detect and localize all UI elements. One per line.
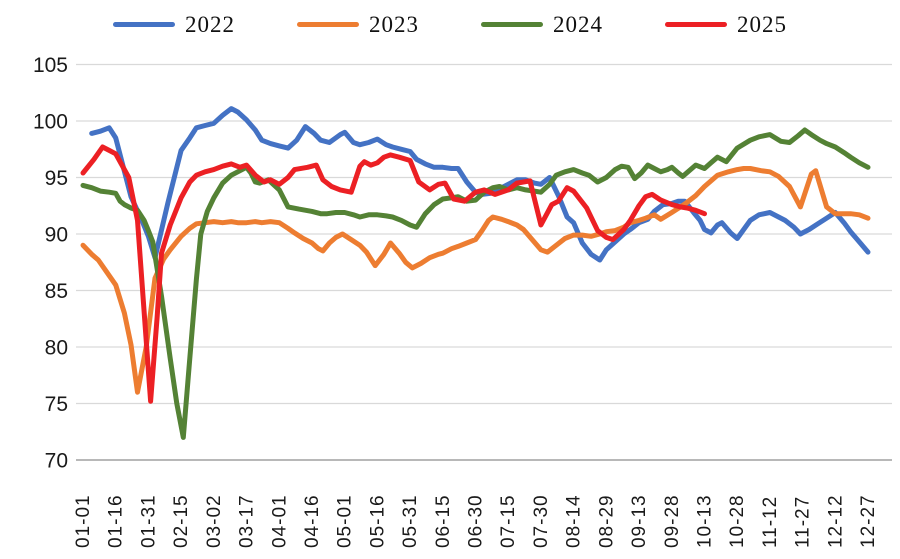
x-axis-tick-label: 04-01 bbox=[269, 494, 290, 548]
x-axis-tick-label: 10-28 bbox=[727, 494, 748, 548]
series-line-2022 bbox=[89, 106, 871, 263]
legend-item-2024: 2024 bbox=[481, 13, 603, 36]
x-axis-tick-label: 06-30 bbox=[466, 494, 487, 548]
x-axis-tick-label: 01-01 bbox=[73, 494, 94, 548]
x-axis-tick-label: 03-17 bbox=[237, 494, 258, 548]
y-axis-tick-label: 100 bbox=[33, 111, 68, 134]
x-axis-tick-label: 01-31 bbox=[138, 494, 159, 548]
x-axis-tick-label: 12-27 bbox=[858, 494, 879, 548]
x-axis-tick-label: 03-02 bbox=[204, 494, 225, 548]
y-axis-tick-label: 85 bbox=[45, 280, 68, 303]
x-axis-tick-label: 09-28 bbox=[662, 494, 683, 548]
x-axis-tick-label: 11-12 bbox=[760, 496, 781, 548]
series-line-2025 bbox=[80, 144, 707, 404]
legend-label: 2025 bbox=[737, 11, 787, 37]
legend-line-swatch-2022 bbox=[113, 21, 175, 27]
legend-label: 2024 bbox=[553, 11, 603, 37]
legend-item-2023: 2023 bbox=[297, 13, 419, 36]
x-axis-tick-label: 05-16 bbox=[367, 494, 388, 548]
x-axis-tick-label: 05-31 bbox=[400, 494, 421, 548]
legend-line-swatch-2024 bbox=[481, 21, 543, 27]
x-axis-tick-label: 08-29 bbox=[596, 494, 617, 548]
chart-legend: 2022 2023 2024 2025 bbox=[0, 8, 900, 40]
x-axis-tick-label: 01-16 bbox=[106, 494, 127, 548]
x-axis-tick-label: 09-13 bbox=[629, 494, 650, 548]
x-axis-tick-label: 12-12 bbox=[825, 494, 846, 548]
y-axis-tick-label: 70 bbox=[45, 450, 68, 473]
x-axis-tick-label: 02-15 bbox=[171, 494, 192, 548]
legend-label: 2022 bbox=[185, 11, 235, 37]
legend-item-2022: 2022 bbox=[113, 13, 235, 36]
series-line-2023 bbox=[80, 166, 871, 395]
legend-item-2025: 2025 bbox=[665, 13, 787, 36]
legend-line-swatch-2023 bbox=[297, 21, 359, 27]
x-axis-tick-label: 08-14 bbox=[564, 494, 585, 548]
x-axis-tick-label: 05-01 bbox=[335, 494, 356, 548]
x-axis-tick-label: 07-15 bbox=[498, 494, 519, 548]
y-axis-tick-label: 75 bbox=[45, 393, 68, 416]
y-axis-tick-label: 80 bbox=[45, 337, 68, 360]
x-axis-tick-label: 11-27 bbox=[793, 496, 814, 548]
x-axis-tick-label: 04-16 bbox=[302, 494, 323, 548]
y-axis-tick-label: 105 bbox=[33, 54, 68, 77]
legend-line-swatch-2025 bbox=[665, 21, 727, 27]
x-axis-tick-label: 10-13 bbox=[694, 494, 715, 548]
x-axis-tick-label: 07-30 bbox=[531, 494, 552, 548]
x-axis-tick-label: 06-15 bbox=[433, 494, 454, 548]
legend-label: 2023 bbox=[369, 11, 419, 37]
y-axis-tick-label: 90 bbox=[45, 224, 68, 247]
y-axis-tick-label: 95 bbox=[45, 167, 68, 190]
